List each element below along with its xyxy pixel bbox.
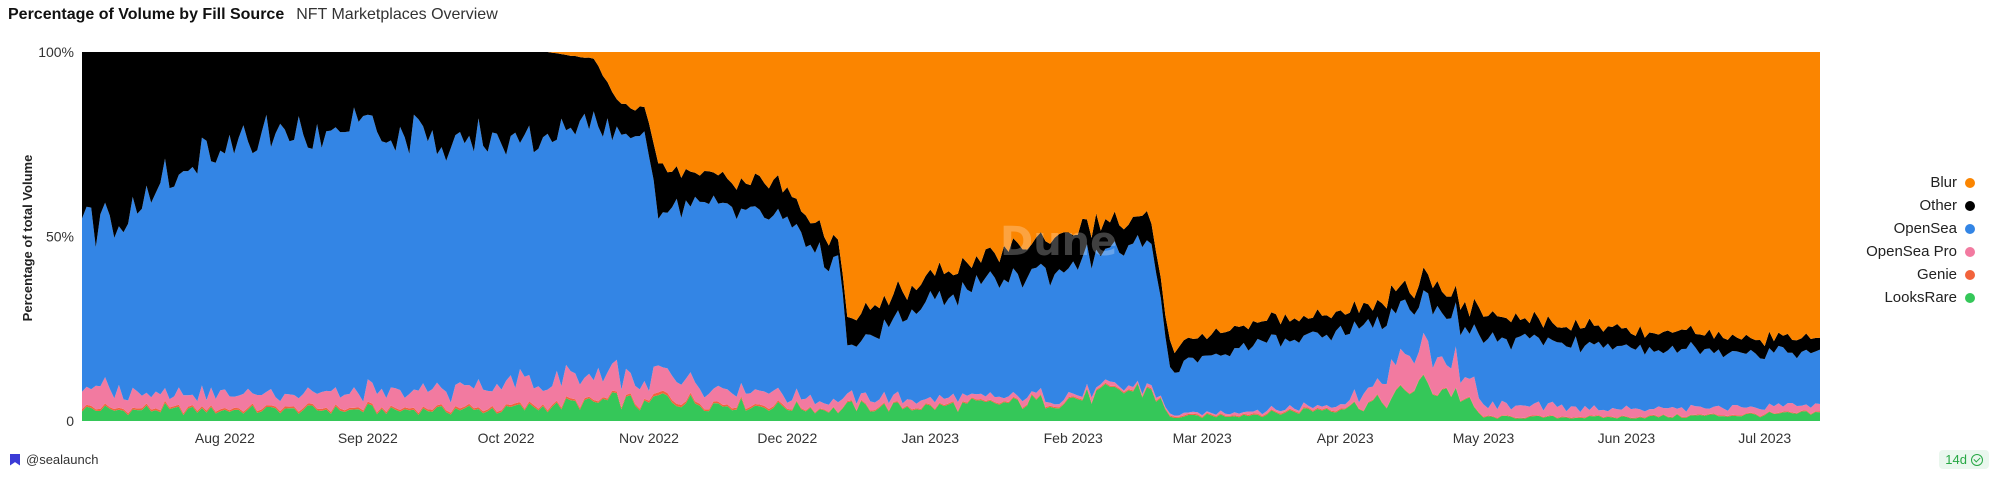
- bookmark-flag-icon: [10, 454, 20, 466]
- legend-item-looksrare[interactable]: LooksRare: [1866, 286, 1975, 309]
- freshness-label: 14d: [1945, 452, 1967, 467]
- x-tick-label: Jul 2023: [1738, 430, 1791, 446]
- x-tick-label: Oct 2022: [478, 430, 535, 446]
- chart-title: Percentage of Volume by Fill Source: [8, 6, 285, 23]
- freshness-badge[interactable]: 14d: [1939, 450, 1989, 469]
- legend-item-other[interactable]: Other: [1866, 194, 1975, 217]
- x-tick-label: May 2023: [1453, 430, 1515, 446]
- chart-legend: Blur Other OpenSea OpenSea Pro Genie LooksRar…: [1866, 171, 1975, 309]
- legend-swatch: [1965, 177, 1975, 188]
- x-tick-label: Nov 2022: [619, 430, 679, 446]
- author-handle: @sealaunch: [26, 452, 99, 467]
- legend-swatch: [1965, 269, 1975, 280]
- watermark: Dune: [1000, 219, 1117, 265]
- area-series-blur[interactable]: [82, 52, 1820, 354]
- legend-swatch: [1965, 292, 1975, 303]
- x-tick-label: Aug 2022: [195, 430, 255, 446]
- y-tick-label: 0: [66, 413, 74, 429]
- legend-swatch: [1965, 200, 1975, 211]
- x-tick-label: Mar 2023: [1173, 430, 1232, 446]
- x-tick-label: Jan 2023: [901, 430, 959, 446]
- legend-label: Other: [1919, 197, 1957, 214]
- y-tick-label: 50%: [46, 229, 74, 245]
- x-tick-label: Dec 2022: [757, 430, 817, 446]
- y-axis-label: Percentage of total Volume: [20, 155, 35, 322]
- legend-item-genie[interactable]: Genie: [1866, 263, 1975, 286]
- area-series-opensea-pro[interactable]: [82, 332, 1820, 418]
- chart-header: Percentage of Volume by Fill Source NFT …: [8, 6, 498, 24]
- legend-item-blur[interactable]: Blur: [1866, 171, 1975, 194]
- legend-label: LooksRare: [1884, 289, 1957, 306]
- legend-label: Genie: [1916, 266, 1957, 283]
- legend-label: OpenSea Pro: [1866, 243, 1957, 260]
- y-tick-label: 100%: [38, 44, 74, 60]
- area-series-looksrare[interactable]: [82, 374, 1820, 421]
- legend-item-opensea-pro[interactable]: OpenSea Pro: [1866, 240, 1975, 263]
- legend-swatch: [1965, 246, 1975, 257]
- x-tick-label: Feb 2023: [1044, 430, 1103, 446]
- legend-swatch: [1965, 223, 1975, 234]
- author-attribution[interactable]: @sealaunch: [10, 452, 98, 467]
- area-series-other[interactable]: [82, 52, 1820, 373]
- x-tick-label: Apr 2023: [1317, 430, 1374, 446]
- legend-label: Blur: [1930, 174, 1957, 191]
- chart-subtitle: NFT Marketplaces Overview: [296, 6, 498, 23]
- area-series-opensea[interactable]: [82, 107, 1820, 416]
- x-tick-label: Sep 2022: [338, 430, 398, 446]
- x-tick-label: Jun 2023: [1598, 430, 1656, 446]
- check-circle-icon: [1971, 453, 1983, 466]
- legend-item-opensea[interactable]: OpenSea: [1866, 217, 1975, 240]
- legend-label: OpenSea: [1893, 220, 1957, 237]
